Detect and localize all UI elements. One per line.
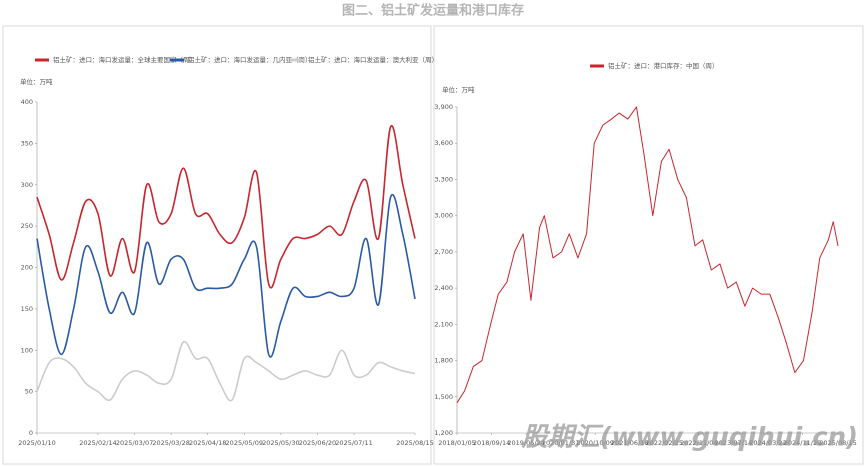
x-tick-label: 2023/07/14	[715, 439, 752, 447]
y-tick-label: 3,600	[434, 139, 453, 147]
x-tick-label: 2025/05/30	[262, 439, 299, 447]
x-tick-label: 2025/08/15	[396, 439, 433, 447]
y-tick-label: 0	[29, 429, 33, 437]
y-tick-label: 300	[21, 181, 33, 189]
x-tick-label: 2020/01/31	[542, 439, 579, 447]
series-line	[36, 193, 416, 358]
x-tick-label: 2025/03/07	[116, 439, 153, 447]
y-tick-label: 200	[21, 264, 33, 272]
x-tick-label: 2025/04/18	[189, 439, 226, 447]
watermark: 股期汇(www.guqihui.cn)	[521, 423, 858, 453]
y-tick-label: 2,700	[434, 248, 453, 256]
y-tick-label: 350	[21, 139, 33, 147]
x-tick-label: 2025/05/09	[226, 439, 263, 447]
y-tick-label: 150	[21, 305, 33, 313]
series-line	[36, 340, 416, 402]
y-tick-label: 3,000	[434, 212, 453, 220]
unit-label: 单位：万吨	[20, 77, 53, 86]
x-tick-label: 2025/06/20	[299, 439, 336, 447]
y-tick-label: 1,500	[434, 393, 453, 401]
x-tick-label: 2025/02/14	[79, 439, 116, 447]
y-tick-label: 400	[21, 98, 33, 106]
legend-label: 铝土矿：进口：海口发运量：澳大利亚（周）	[308, 55, 438, 64]
legend-label: 铝土矿：进口：港口库存：中国（周）	[608, 61, 719, 70]
x-tick-label: 2020/10/09	[576, 439, 613, 447]
unit-label: 单位：万吨	[442, 85, 475, 94]
x-tick-label: 2019/05/24	[507, 439, 544, 447]
x-tick-label: 2025/01/10	[18, 439, 55, 447]
y-tick-label: 1,800	[434, 357, 453, 365]
page-title: 图二、铝土矿发运量和港口库存	[342, 3, 524, 19]
y-tick-label: 250	[21, 222, 33, 230]
y-tick-label: 100	[21, 346, 33, 354]
left-panel	[2, 25, 432, 465]
series-line	[456, 106, 839, 404]
x-tick-label: 2021/06/18	[611, 439, 648, 447]
x-tick-label: 2025/03/28	[152, 439, 189, 447]
y-tick-label: 1,200	[434, 429, 453, 437]
y-tick-label: 3,300	[434, 175, 453, 183]
y-tick-label: 2,400	[434, 284, 453, 292]
x-tick-label: 2018/01/05	[438, 439, 475, 447]
series-line	[36, 125, 416, 289]
legend-label: 铝土矿：进口：海口发运量：几内亚（周）	[188, 55, 312, 64]
x-tick-label: 2024/03/22	[749, 439, 786, 447]
y-tick-label: 2,100	[434, 320, 453, 328]
x-tick-label: 2022/11/04	[680, 439, 717, 447]
x-tick-label: 2022/02/25	[646, 439, 683, 447]
x-tick-label: 2018/09/14	[473, 439, 510, 447]
x-tick-label: 2025/07/11	[335, 439, 372, 447]
y-tick-label: 3,900	[434, 103, 453, 111]
x-tick-label: 2025/08/15	[819, 439, 856, 447]
right-panel	[433, 25, 864, 465]
x-tick-label: 2024/11/29	[784, 439, 821, 447]
legend-label: 铝土矿：进口：海口发运量：全球主要国家（周）	[53, 55, 196, 64]
y-tick-label: 50	[25, 388, 33, 396]
